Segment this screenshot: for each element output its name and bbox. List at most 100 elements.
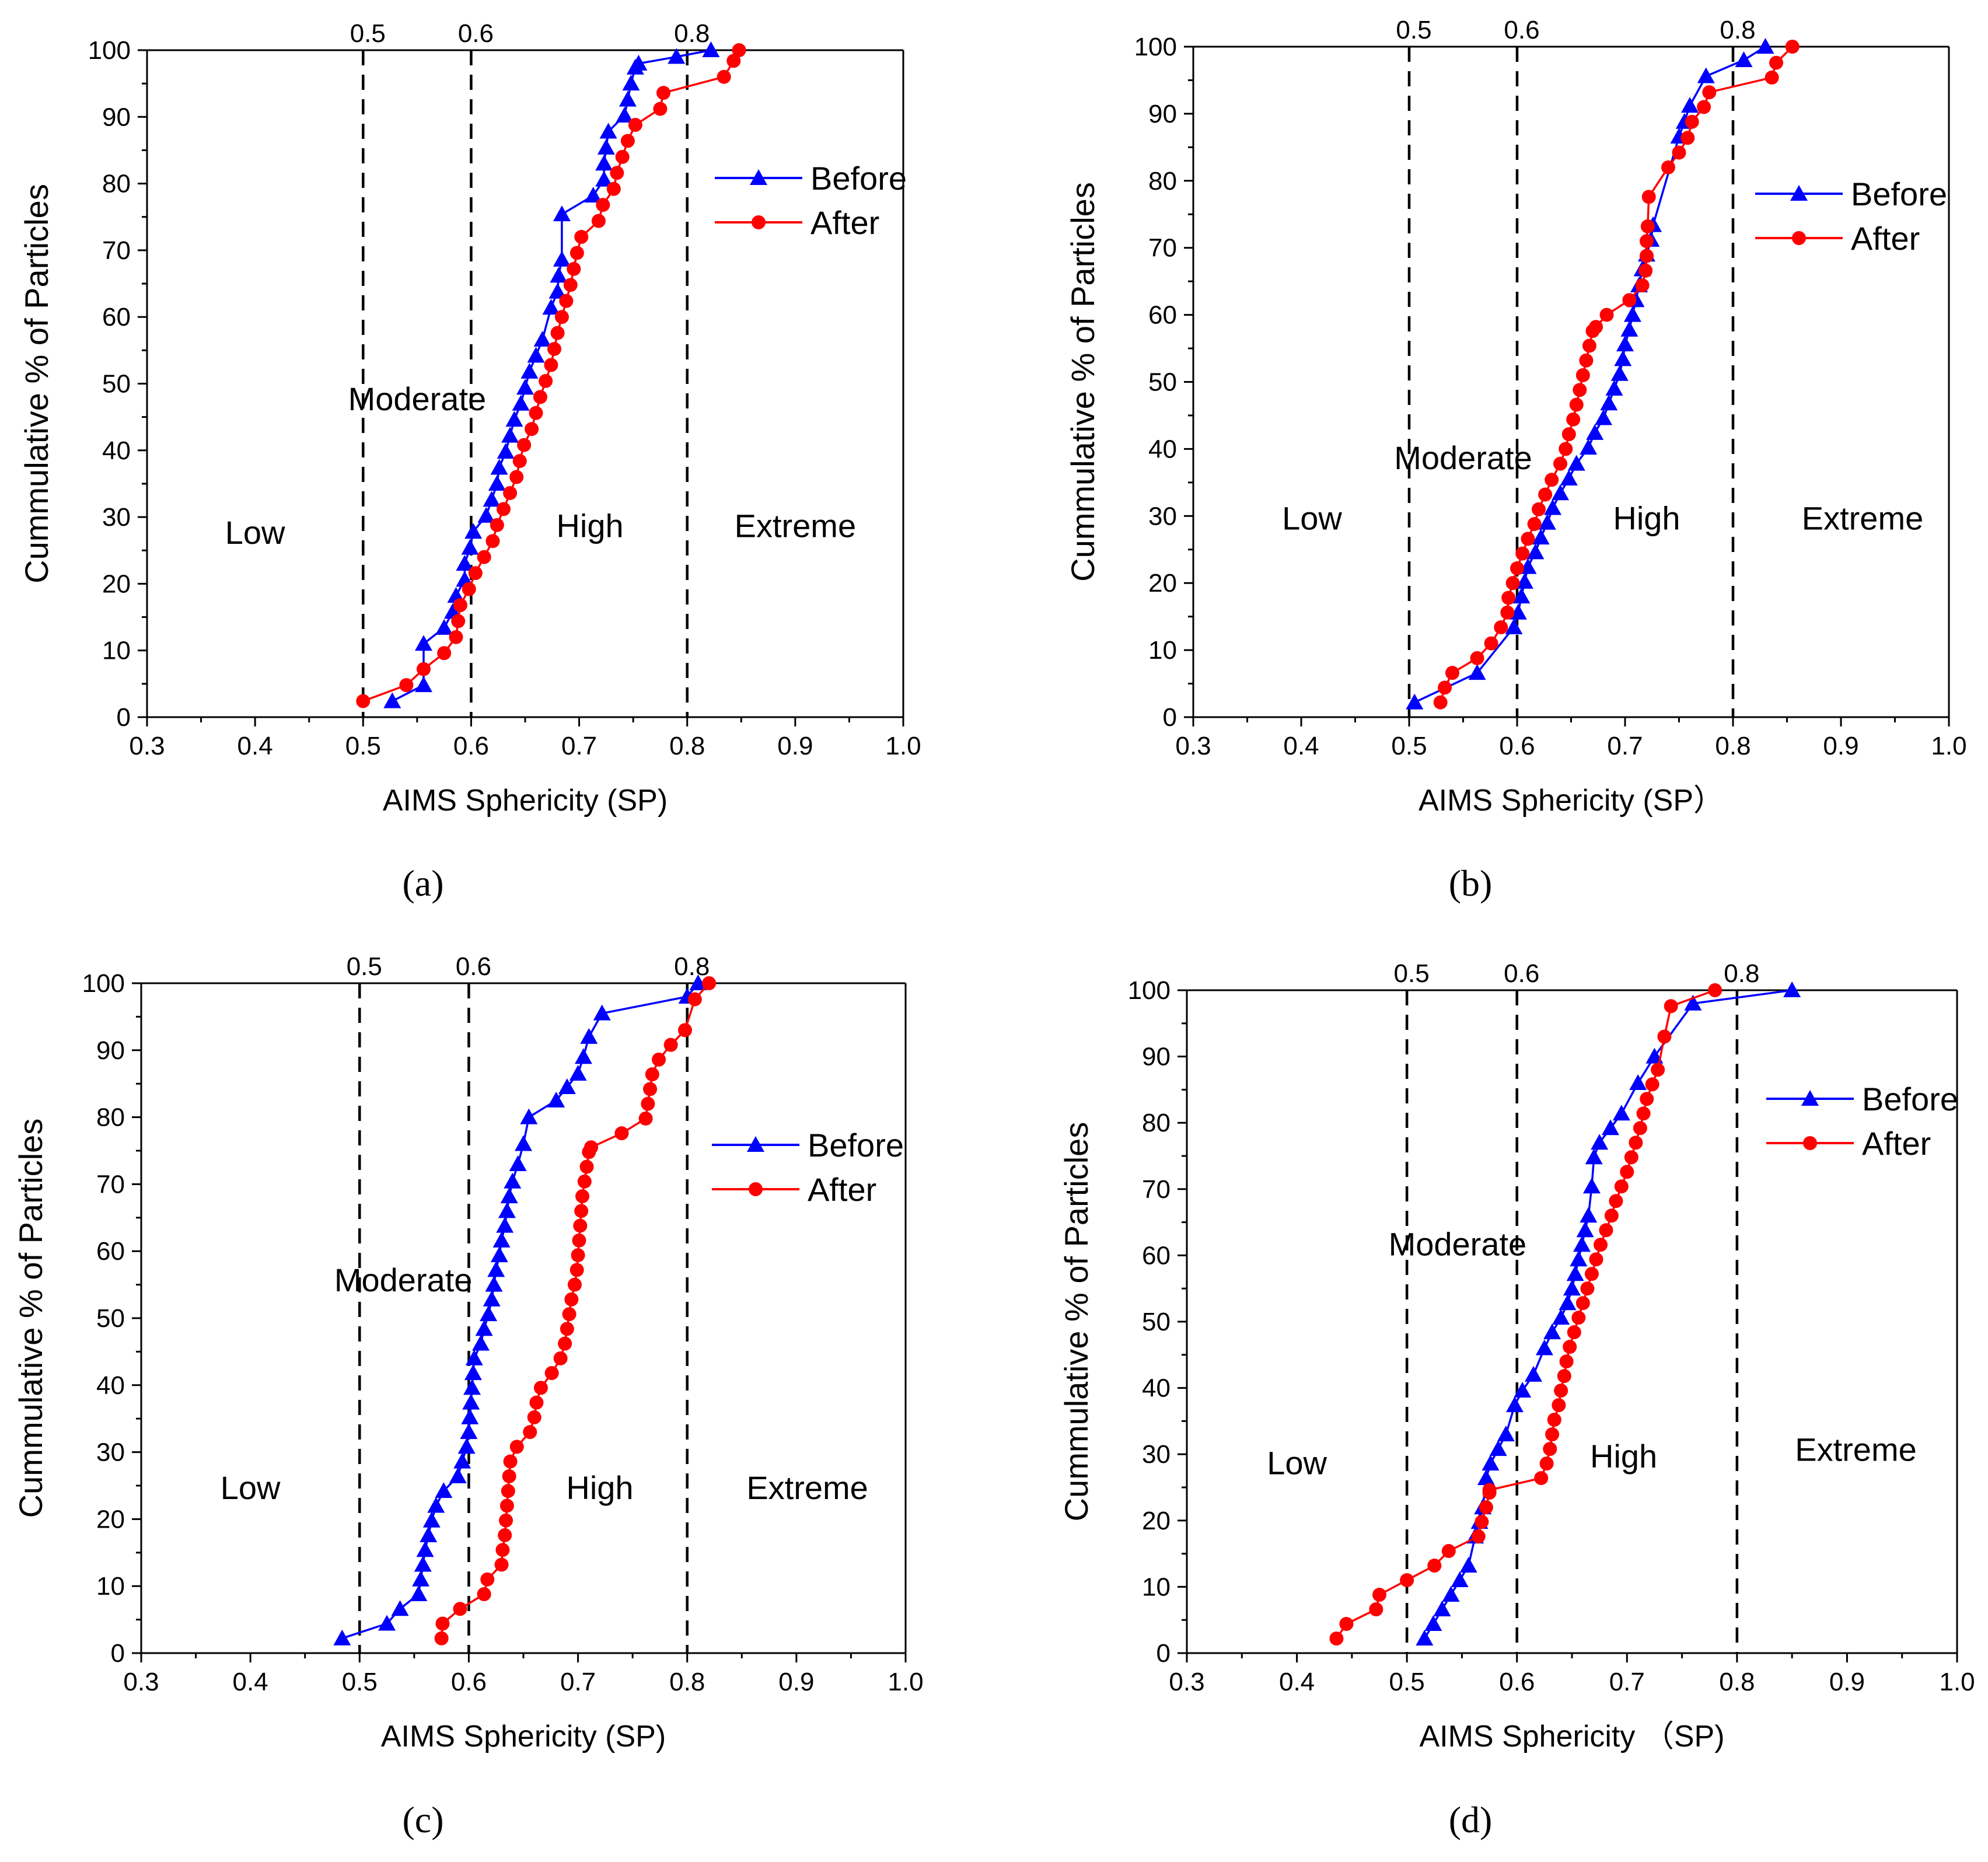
data-point-before [515, 1135, 532, 1151]
chart-panel-a: 0.3 0.4 0.5 0.6 0.7 0.8 0.9 1.0 0 10 20 30 40 50 60 70 8… [18, 19, 921, 904]
x-tick-label: 0.7 [560, 1668, 596, 1696]
data-point-before [1515, 572, 1533, 589]
data-point-after [570, 1263, 584, 1277]
data-point-before [593, 1004, 611, 1021]
data-point-before [1600, 394, 1618, 411]
x-tick-label: 0.7 [561, 732, 597, 760]
data-point-before [1756, 38, 1774, 54]
x-tick-label: 1.0 [888, 1668, 923, 1696]
x-tick-label: 0.6 [1499, 1668, 1535, 1696]
data-point-after [1471, 1529, 1486, 1544]
data-point-after [1479, 1500, 1493, 1515]
data-point-after [1521, 532, 1535, 546]
data-point-after [1645, 1077, 1659, 1092]
data-point-before [702, 41, 720, 57]
data-point-before [383, 692, 401, 708]
x-tick-label: 0.4 [1283, 732, 1319, 760]
y-tick-label: 80 [96, 1103, 125, 1132]
data-point-after [1501, 591, 1516, 605]
threshold-label: 0.5 [350, 19, 386, 48]
legend-marker-triangle [747, 1136, 764, 1152]
x-tick-label: 0.8 [669, 732, 705, 760]
data-point-after [577, 1174, 592, 1189]
data-point-after [573, 1218, 588, 1233]
y-tick-label: 30 [1148, 502, 1177, 530]
zone-label-extreme: Extreme [1802, 499, 1924, 536]
series-after [356, 43, 746, 708]
data-point-after [1785, 40, 1800, 54]
data-point-before [463, 1379, 481, 1395]
data-point-before [464, 523, 483, 539]
data-point-before [569, 1064, 587, 1081]
x-tick-label: 0.7 [1607, 732, 1643, 760]
data-point-before [453, 1452, 471, 1469]
data-point-after [1569, 397, 1584, 412]
data-point-after [563, 278, 578, 292]
data-point-after [529, 406, 543, 420]
zone-label-high: High [566, 1469, 633, 1506]
data-point-before [599, 123, 617, 139]
data-point-after [499, 1498, 514, 1513]
y-tick-label: 90 [102, 103, 131, 131]
data-point-after [1640, 219, 1655, 233]
data-point-before [1489, 1440, 1507, 1456]
data-point-before [548, 282, 567, 299]
legend-label-after: After [1851, 220, 1920, 257]
data-point-before [490, 1246, 508, 1263]
data-point-before [1614, 350, 1632, 366]
data-point-after [1532, 502, 1546, 516]
data-point-after [509, 470, 524, 484]
data-point-before [461, 539, 479, 555]
y-tick-label: 100 [1128, 976, 1171, 1005]
data-point-after [567, 261, 581, 276]
data-point-after [495, 1543, 510, 1557]
data-point-before [456, 555, 474, 571]
threshold-label: 0.8 [674, 19, 710, 48]
data-point-after [1638, 263, 1653, 278]
data-point-before [1535, 1339, 1553, 1356]
y-axis-title: Cummulative % of Particles [1064, 182, 1101, 582]
data-point-before [1570, 1250, 1588, 1267]
data-point-after [1580, 1281, 1595, 1296]
y-tick-label: 20 [1148, 569, 1177, 598]
data-point-after [1561, 427, 1576, 442]
data-point-after [547, 342, 561, 357]
data-point-before [483, 1290, 501, 1306]
data-point-after [1575, 1296, 1590, 1311]
data-point-after [523, 1425, 537, 1440]
data-point-before [1451, 1571, 1469, 1588]
data-point-after [1680, 131, 1695, 145]
data-point-before [1433, 1601, 1451, 1617]
y-tick-label: 60 [1148, 301, 1177, 330]
data-point-before [465, 1349, 483, 1365]
y-tick-label: 50 [96, 1304, 125, 1333]
legend: Before After [715, 160, 907, 241]
data-point-before [427, 1497, 445, 1513]
legend-label-after: After [808, 1171, 876, 1208]
data-point-after [1657, 1029, 1672, 1044]
legend-marker-circle [752, 215, 766, 229]
x-axis-title: AIMS Sphericity （SP) [1419, 1720, 1724, 1753]
data-point-before [1482, 1455, 1500, 1471]
data-point-before [461, 1408, 479, 1424]
data-point-after [502, 1469, 516, 1483]
data-point-after [490, 518, 504, 532]
data-point-after [1567, 1325, 1581, 1340]
threshold-label: 0.5 [347, 952, 382, 981]
data-point-before [520, 362, 539, 379]
x-tick-label: 0.8 [1715, 732, 1751, 760]
legend-label-before: Before [1851, 176, 1947, 212]
data-point-after [453, 1602, 467, 1616]
data-point-before [1505, 619, 1523, 635]
data-point-before [1684, 994, 1702, 1011]
data-point-after [539, 373, 553, 388]
data-point-before [1576, 1221, 1594, 1238]
data-point-after [437, 646, 452, 661]
data-point-after [562, 1307, 577, 1322]
data-point-after [560, 1322, 574, 1336]
data-point-after [1575, 368, 1590, 383]
data-point-after [687, 992, 702, 1007]
x-tick-label: 0.8 [1719, 1668, 1755, 1696]
data-point-after [1534, 1471, 1549, 1486]
threshold-label: 0.6 [456, 952, 491, 981]
